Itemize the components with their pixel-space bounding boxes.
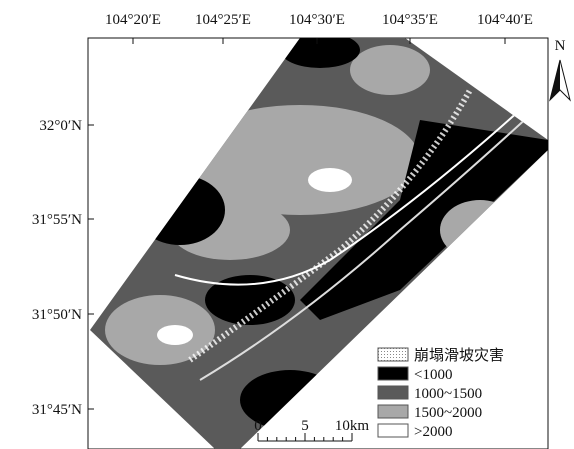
legend-label: <1000	[414, 367, 452, 383]
legend-swatch	[378, 405, 408, 418]
legend-label: 1500~2000	[414, 405, 482, 421]
latitude-label: 32°0′N	[39, 118, 82, 134]
longitude-label: 104°25′E	[195, 12, 251, 28]
scale-label: 10km	[335, 418, 370, 434]
map-figure: N 崩塌滑坡灾害 <1000 1000~1500 1500~2000 >2000 0 5 1…	[0, 0, 574, 449]
scale-label: 5	[301, 418, 309, 434]
scale-label: 0	[254, 418, 262, 434]
legend-swatch	[378, 367, 408, 380]
longitude-label: 104°30′E	[289, 12, 345, 28]
north-label: N	[555, 38, 566, 54]
north-arrow: N	[550, 38, 570, 100]
legend-swatch	[378, 386, 408, 399]
latitude-label: 31°55′N	[32, 212, 82, 228]
longitude-label: 104°20′E	[105, 12, 161, 28]
longitude-label: 104°40′E	[477, 12, 533, 28]
legend-label: >2000	[414, 424, 452, 440]
latitude-label: 31°45′N	[32, 402, 82, 418]
legend-label: 1000~1500	[414, 386, 482, 402]
legend-swatch	[378, 348, 408, 361]
legend-label: 崩塌滑坡灾害	[414, 347, 504, 364]
legend-swatch	[378, 424, 408, 437]
legend: 崩塌滑坡灾害 <1000 1000~1500 1500~2000 >2000	[372, 342, 546, 442]
longitude-label: 104°35′E	[382, 12, 438, 28]
latitude-label: 31°50′N	[32, 307, 82, 323]
